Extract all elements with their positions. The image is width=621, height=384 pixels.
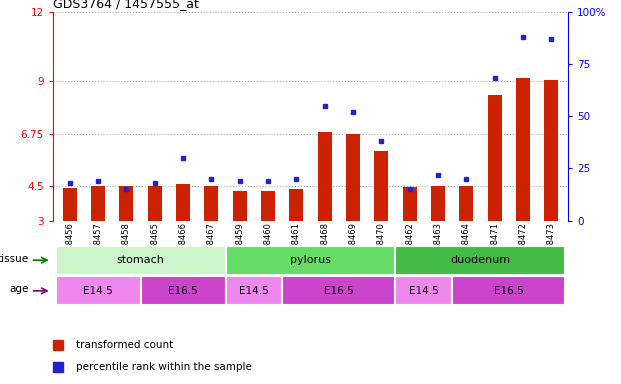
Text: age: age — [10, 285, 29, 295]
Bar — [374, 151, 388, 221]
Bar — [225, 246, 396, 275]
Bar — [225, 276, 282, 305]
Text: E16.5: E16.5 — [324, 286, 354, 296]
Bar — [459, 186, 473, 221]
Bar — [487, 95, 502, 221]
Bar — [233, 190, 247, 221]
Bar — [289, 189, 304, 221]
Bar — [91, 186, 105, 221]
Bar — [544, 80, 558, 221]
Text: E14.5: E14.5 — [239, 286, 269, 296]
Text: stomach: stomach — [117, 255, 165, 265]
Bar — [282, 276, 396, 305]
Bar — [346, 134, 360, 221]
Text: E16.5: E16.5 — [494, 286, 524, 296]
Bar — [261, 190, 275, 221]
Text: percentile rank within the sample: percentile rank within the sample — [76, 362, 252, 372]
Text: GDS3764 / 1457555_at: GDS3764 / 1457555_at — [53, 0, 199, 10]
Bar — [119, 186, 134, 221]
Bar — [204, 186, 219, 221]
Bar — [396, 276, 452, 305]
Bar — [317, 132, 332, 221]
Text: pylorus: pylorus — [290, 255, 331, 265]
Text: E14.5: E14.5 — [409, 286, 438, 296]
Bar — [56, 276, 140, 305]
Text: transformed count: transformed count — [76, 340, 173, 350]
Bar — [56, 246, 225, 275]
Bar — [402, 187, 417, 221]
Bar — [176, 184, 190, 221]
Bar — [431, 186, 445, 221]
Bar — [396, 246, 565, 275]
Text: E14.5: E14.5 — [83, 286, 113, 296]
Text: duodenum: duodenum — [450, 255, 510, 265]
Text: tissue: tissue — [0, 254, 29, 264]
Bar — [452, 276, 565, 305]
Bar — [148, 186, 162, 221]
Text: E16.5: E16.5 — [168, 286, 198, 296]
Bar — [140, 276, 225, 305]
Bar — [63, 188, 77, 221]
Bar — [516, 78, 530, 221]
